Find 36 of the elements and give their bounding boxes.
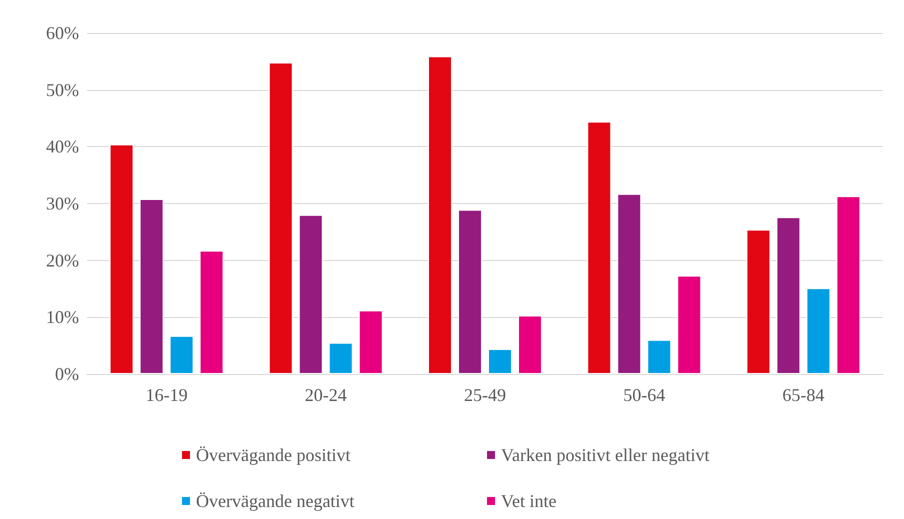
bar <box>268 62 293 374</box>
bar <box>458 210 482 374</box>
bar <box>518 315 542 374</box>
y-tick-label: 40% <box>46 136 79 157</box>
x-tick-label: 25-49 <box>464 385 506 405</box>
bar <box>806 288 830 374</box>
legend-label: Vet inte <box>501 491 556 511</box>
bar <box>428 56 452 374</box>
y-tick-label: 50% <box>46 80 79 100</box>
x-tick-label: 20-24 <box>304 385 347 405</box>
bar <box>170 336 194 374</box>
bar <box>200 250 224 374</box>
y-tick-label: 20% <box>46 250 79 270</box>
bar <box>298 214 323 374</box>
legend-label: Varken positivt eller negativt <box>501 445 710 465</box>
x-tick-label: 50-64 <box>623 385 666 405</box>
bar <box>110 144 134 374</box>
bar <box>328 342 353 374</box>
bar <box>358 310 383 374</box>
bar <box>647 340 672 374</box>
y-tick-label: 30% <box>46 194 79 214</box>
bar <box>140 198 164 374</box>
bar <box>836 196 860 374</box>
y-tick-label: 0% <box>55 364 79 384</box>
legend-label: Övervägande positivt <box>196 445 350 465</box>
bar <box>677 276 702 374</box>
y-tick-label: 60% <box>46 23 79 43</box>
bar <box>776 217 800 374</box>
bar <box>746 230 770 374</box>
bar <box>617 194 642 374</box>
x-tick-label: 16-19 <box>146 385 188 405</box>
y-tick-label: 10% <box>46 307 79 328</box>
legend-label: Övervägande negativt <box>196 491 354 511</box>
x-tick-label: 65-84 <box>782 385 824 405</box>
bar <box>488 348 512 374</box>
bar <box>587 122 612 374</box>
